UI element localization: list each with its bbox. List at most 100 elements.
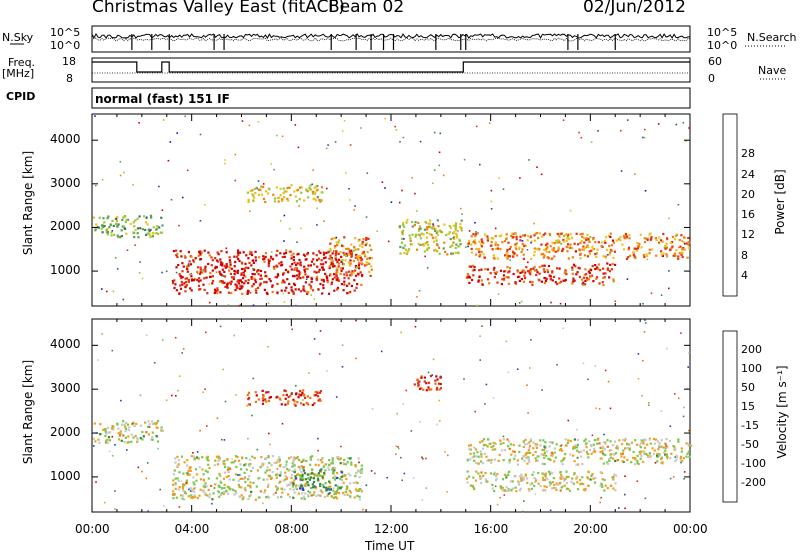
- power-band-1-cell: [251, 253, 254, 257]
- velocity-band-1-cell: [204, 484, 207, 487]
- velocity-band-1-cell: [289, 487, 292, 491]
- power-band-6-cell: [505, 237, 508, 241]
- velocity-band-1-cell: [354, 475, 357, 478]
- velocity-band-1-cell: [174, 482, 177, 485]
- power-noise-cell: [620, 170, 623, 172]
- power-band-2-cell: [257, 193, 260, 197]
- power-band-1-cell: [217, 260, 220, 263]
- velocity-band-1-cell: [333, 475, 336, 478]
- velocity-band-5-cell: [558, 449, 561, 452]
- power-band-3-cell: [332, 237, 335, 240]
- power-band-6-cell: [633, 247, 636, 250]
- power-band-5-cell: [469, 265, 472, 268]
- power-band-5-cell: [466, 272, 469, 276]
- power-noise-cell: [270, 163, 272, 165]
- velocity-band-2-cell: [302, 403, 305, 406]
- power-band-6-cell: [494, 235, 497, 238]
- power-band-1-cell: [207, 262, 210, 266]
- velocity-band-5-cell: [529, 451, 532, 454]
- power-band-2-cell: [320, 199, 323, 202]
- velocity-band-6-cell: [514, 486, 517, 489]
- velocity-band-1-cell: [257, 496, 260, 499]
- velocity-band-5-cell: [469, 448, 472, 451]
- velocity-band-1-cell: [193, 494, 196, 497]
- velocity-band-5-cell: [487, 459, 491, 462]
- power-band-4-cell: [453, 235, 456, 238]
- power-noise-cell: [681, 240, 683, 242]
- velocity-band-5-cell: [601, 457, 604, 460]
- velocity-noise-cell: [502, 435, 505, 438]
- power-band-6-cell: [608, 244, 611, 248]
- power-band-6-cell: [664, 247, 667, 250]
- power-band-1-cell: [302, 285, 305, 288]
- power-band-1-cell: [213, 291, 216, 295]
- power-band-6-cell: [579, 242, 582, 245]
- power-band-1-cell: [292, 291, 295, 294]
- power-band-1-cell: [322, 284, 325, 287]
- power-band-7-cell: [595, 266, 599, 269]
- power-noise-cell: [345, 172, 347, 174]
- velocity-band-1-cell: [317, 464, 320, 467]
- velocity-noise-cell: [683, 406, 685, 409]
- velocity-band-5-cell: [660, 461, 663, 464]
- power-band-1-cell: [284, 268, 287, 272]
- power-band-6-cell: [560, 232, 563, 235]
- velocity-noise-cell: [177, 389, 179, 392]
- velocity-band-0-cell: [124, 430, 127, 433]
- power-band-4-cell: [435, 243, 439, 246]
- power-band-1-cell: [251, 285, 254, 288]
- power-band-2-cell: [258, 188, 261, 191]
- velocity-band-6-cell: [587, 484, 590, 487]
- velocity-noise-cell: [587, 378, 589, 381]
- velocity-band-2-cell: [296, 401, 299, 404]
- velocity-band-0-cell: [124, 425, 127, 428]
- velocity-band-5-cell: [593, 447, 596, 450]
- power-band-1-cell: [254, 280, 257, 284]
- velocity-noise-cell: [386, 476, 388, 479]
- power-noise-cell: [442, 174, 445, 177]
- power-band-0-cell: [132, 231, 135, 234]
- velocity-band-1-cell: [239, 473, 242, 476]
- velocity-noise-cell: [308, 372, 310, 374]
- velocity-band-2-cell: [262, 395, 265, 398]
- power-noise-cell: [323, 220, 325, 222]
- power-band-6-cell: [468, 239, 471, 242]
- velocity-band-5-cell: [576, 446, 579, 449]
- power-band-1-cell: [290, 286, 293, 289]
- velocity-band-0-cell: [151, 420, 154, 423]
- power-band-5-cell: [478, 275, 481, 278]
- velocity-band-1-cell: [234, 459, 237, 462]
- velocity-band-5-cell: [588, 448, 591, 451]
- power-band-6-cell: [553, 247, 556, 250]
- power-band-5-cell: [521, 269, 524, 272]
- power-band-1-cell: [311, 289, 315, 292]
- power-band-7-cell: [589, 275, 592, 278]
- power-band-1-cell: [192, 260, 196, 264]
- power-band-0-cell: [115, 222, 118, 225]
- velocity-noise-cell: [137, 466, 140, 469]
- power-noise-cell: [197, 272, 199, 275]
- velocity-band-1-cell: [218, 495, 221, 498]
- power-band-1-cell: [326, 277, 329, 280]
- velocity-band-1-cell: [177, 488, 180, 491]
- velocity-band-1-cell: [206, 494, 209, 497]
- velocity-band-5-cell: [510, 453, 513, 456]
- velocity-band-2-cell: [290, 392, 293, 395]
- power-noise-cell: [328, 274, 331, 277]
- velocity-noise-cell: [485, 383, 488, 386]
- velocity-band-1-cell: [242, 496, 245, 499]
- velocity-band-5-cell: [657, 440, 660, 443]
- power-band-1-cell: [253, 277, 256, 280]
- velocity-noise-cell: [371, 408, 374, 410]
- velocity-band-5-cell: [664, 453, 667, 456]
- velocity-noise-cell: [267, 346, 269, 348]
- power-band-6-cell: [587, 239, 590, 242]
- velocity-band-6-cell: [532, 471, 535, 474]
- velocity-band-2-cell: [286, 402, 290, 405]
- power-band-2-cell: [318, 198, 321, 201]
- nave-label: Nave: [758, 64, 787, 77]
- power-band-2-cell: [311, 190, 314, 193]
- power-band-6-cell: [558, 241, 561, 244]
- velocity-band-1-cell: [292, 460, 295, 463]
- power-band-6-cell: [659, 239, 663, 242]
